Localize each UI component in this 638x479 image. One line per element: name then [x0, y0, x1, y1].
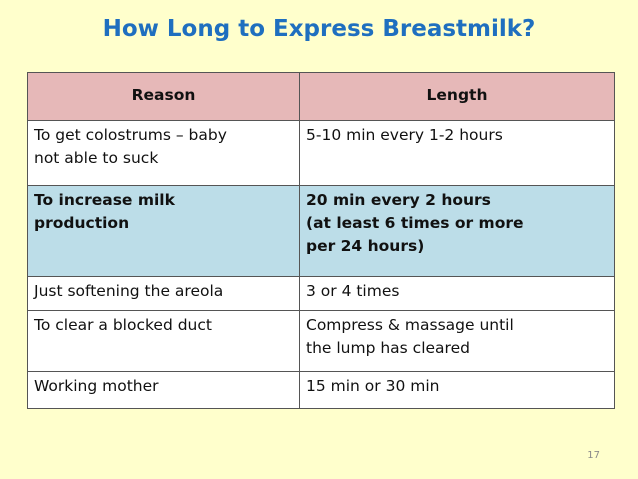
length-text: Compress & massage until the lump has cl… [306, 316, 514, 357]
length-text: 3 or 4 times [306, 282, 400, 300]
length-text: 20 min every 2 hours (at least 6 times o… [306, 191, 524, 255]
table-row: Just softening the areola 3 or 4 times [27, 276, 615, 311]
table-row: Working mother 15 min or 30 min [27, 371, 615, 409]
reason-text: To increase milk production [34, 191, 175, 232]
length-cell: 3 or 4 times [299, 276, 615, 311]
reason-text: To clear a blocked duct [34, 316, 212, 334]
page-title: How Long to Express Breastmilk? [102, 16, 536, 42]
table-row: To clear a blocked duct Compress & massa… [27, 310, 615, 372]
length-cell: 5-10 min every 1-2 hours [299, 120, 615, 186]
reason-text: Working mother [34, 377, 159, 395]
reason-cell: To get colostrums – baby not able to suc… [27, 120, 300, 186]
page-number: 17 [587, 450, 600, 461]
reason-text: Just softening the areola [34, 282, 224, 300]
length-cell: 20 min every 2 hours (at least 6 times o… [299, 185, 615, 277]
column-header-length: Length [299, 72, 615, 121]
reason-cell: Working mother [27, 371, 300, 409]
length-text: 5-10 min every 1-2 hours [306, 126, 503, 144]
reason-text: To get colostrums – baby not able to suc… [34, 126, 227, 167]
length-cell: 15 min or 30 min [299, 371, 615, 409]
table-row: To get colostrums – baby not able to suc… [27, 120, 615, 186]
length-text: 15 min or 30 min [306, 377, 440, 395]
table-row-highlighted: To increase milk production 20 min every… [27, 185, 615, 277]
reason-cell: Just softening the areola [27, 276, 300, 311]
reason-cell: To increase milk production [27, 185, 300, 277]
express-duration-table: Reason Length To get colostrums – baby n… [27, 72, 615, 409]
table-header-row: Reason Length [27, 72, 615, 121]
column-header-reason: Reason [27, 72, 300, 121]
length-cell: Compress & massage until the lump has cl… [299, 310, 615, 372]
reason-cell: To clear a blocked duct [27, 310, 300, 372]
